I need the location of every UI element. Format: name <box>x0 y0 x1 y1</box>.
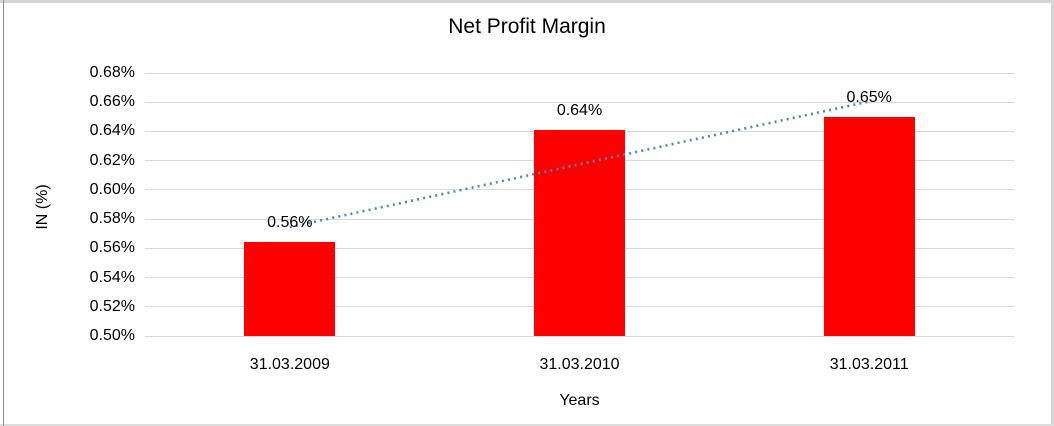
y-tick-label: 0.54% <box>89 268 135 286</box>
chart-title: Net Profit Margin <box>448 15 606 38</box>
bar-value-label: 0.64% <box>556 101 603 119</box>
y-tick-label: 0.68% <box>89 64 135 81</box>
y-tick-label: 0.50% <box>89 327 135 344</box>
gridline <box>145 72 1014 74</box>
gridline <box>145 335 1014 337</box>
y-tick-label: 0.66% <box>89 93 135 111</box>
y-tick-label: 0.62% <box>89 151 135 169</box>
window-border-bottom <box>0 424 1054 426</box>
gridline <box>145 101 1014 103</box>
y-tick-label: 0.64% <box>89 122 135 140</box>
y-tick-label: 0.60% <box>89 180 135 198</box>
window-border-right <box>1051 0 1054 426</box>
x-tick-label: 31.03.2009 <box>249 356 330 373</box>
bar <box>823 116 915 336</box>
window-border-top <box>0 0 1054 3</box>
x-tick-label: 31.03.2011 <box>829 356 909 373</box>
x-tick-label: 31.03.2010 <box>539 356 620 373</box>
bar <box>244 241 336 336</box>
bar-value-label: 0.65% <box>846 88 892 106</box>
bar <box>534 129 625 336</box>
x-axis-title: Years <box>559 392 600 409</box>
y-tick-label: 0.56% <box>89 239 135 257</box>
window-border-left <box>3 0 4 426</box>
y-tick-label: 0.58% <box>89 210 135 228</box>
y-tick-label: 0.52% <box>89 297 135 315</box>
bar-value-label: 0.56% <box>267 213 313 231</box>
